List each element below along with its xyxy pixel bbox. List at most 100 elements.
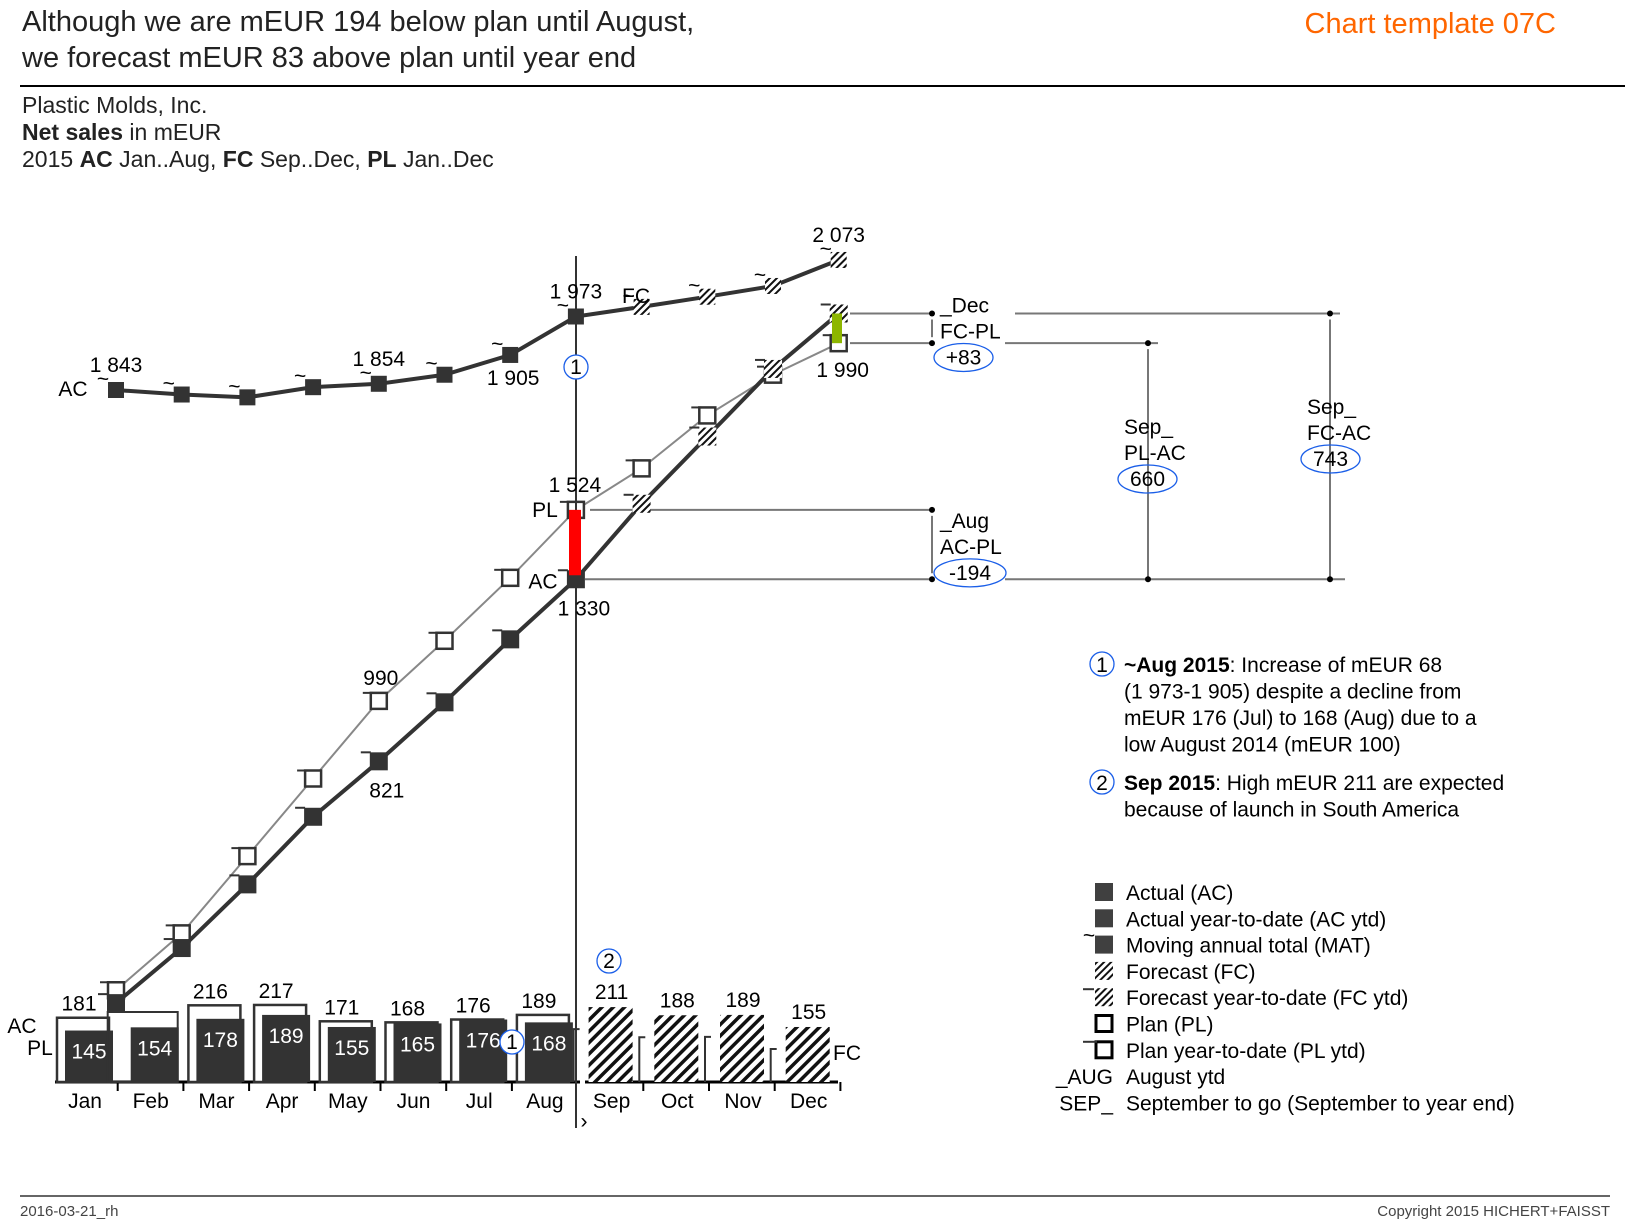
actual-ytd-marker (369, 752, 388, 771)
plan-ytd-marker (435, 631, 454, 651)
variance-sep-pl-value-ellipse (1117, 464, 1178, 494)
guide-dot (1327, 576, 1333, 583)
plan-bar-label: 189 (521, 990, 556, 1013)
actual-bar (262, 1014, 311, 1082)
forecast-bar (785, 1026, 830, 1082)
row-label-pl: PL (27, 1037, 53, 1060)
actual-bar-label: 176 (466, 1030, 501, 1053)
measure-bold: Net sales (22, 119, 124, 145)
actual-ytd-marker (501, 630, 520, 649)
scenario-fc: FC (222, 146, 254, 172)
legend-item: Actual year-to-date (AC ytd) (1095, 908, 1386, 931)
positive-variance-bar (832, 313, 842, 344)
mat-label: 1 854 (353, 348, 406, 371)
ytd-label: 821 (369, 779, 404, 802)
mat-forecast-marker (699, 288, 716, 305)
plan-bar-label: 216 (193, 980, 228, 1003)
forecast-ytd-marker (698, 427, 717, 446)
scenario-pl-range: Jan..Dec (396, 146, 494, 172)
legend-label: Moving annual total (MAT) (1126, 935, 1371, 958)
headline-line-1: Although we are mEUR 194 below plan unti… (22, 6, 695, 38)
variance-dec-subtitle: FC-PL (940, 320, 1001, 343)
plan-bar-label: 217 (259, 980, 294, 1003)
note-bold: Sep 2015 (1124, 772, 1215, 795)
solid-square-icon (1095, 935, 1113, 954)
note-first-line: Sep 2015: High mEUR 211 are expected (1124, 772, 1504, 795)
legend-item: _AUG August ytd (1055, 1066, 1225, 1089)
variance-dec-value-ellipse (933, 342, 994, 373)
outline-square-icon (1094, 1014, 1114, 1033)
ytd-label: 990 (363, 667, 398, 690)
row-label-ac: AC (7, 1015, 36, 1038)
actual-bar (327, 1026, 376, 1082)
variance-sep-fc-value: 743 (1313, 448, 1348, 471)
guide-dot (929, 310, 935, 317)
guide-dot (1145, 576, 1151, 583)
forecast-bar (720, 1014, 764, 1082)
plan-ytd-marker (238, 846, 257, 866)
measure-unit: in mEUR (123, 119, 222, 145)
legend-label: Actual year-to-date (AC ytd) (1126, 908, 1386, 931)
actual-bar-label: 145 (71, 1041, 106, 1064)
marker-circle-icon (596, 948, 622, 974)
legend-item: Plan (PL) (1094, 1014, 1214, 1037)
month-label: May (328, 1090, 368, 1113)
note-marker-icon (1089, 651, 1115, 677)
ytd-label: 1 330 (558, 597, 611, 620)
line-series: ~ ~ ~ ~ ~ ~ ~ ~ ~ ~ ~ ~ (97, 238, 848, 1013)
note-line: (1 973-1 905) despite a decline from (1124, 681, 1461, 704)
legend-label: Plan year-to-date (PL ytd) (1126, 1040, 1366, 1063)
row-label-fc: FC (833, 1042, 861, 1065)
actual-bar-label: 154 (137, 1037, 172, 1060)
mat-actual-marker (173, 386, 190, 403)
variance-dec-value: +83 (946, 346, 982, 369)
actual-bar-label: 168 (531, 1032, 566, 1055)
scenario-pl: PL (367, 146, 397, 172)
mat-ac-label: AC (58, 378, 87, 401)
actual-ytd-marker (238, 875, 257, 894)
hatched-square-icon (1095, 988, 1113, 1007)
scenario: 2015 AC Jan..Aug, FC Sep..Dec, PL Jan..D… (22, 146, 494, 173)
mat-tilde: ~ (754, 264, 766, 287)
actual-bar (459, 1019, 508, 1082)
note-2: 2 Sep 2015: High mEUR 211 are expected bec… (1089, 769, 1504, 822)
month-label: Sep (593, 1090, 630, 1113)
actual-bar (196, 1018, 245, 1082)
legend-item: Forecast (FC) (1095, 961, 1256, 984)
guide-dot (1145, 340, 1151, 347)
outline-square-icon (1094, 1040, 1114, 1060)
mat-forecast-marker (830, 251, 847, 268)
actual-ytd-marker (304, 807, 323, 826)
month-label: Nov (724, 1090, 762, 1113)
actual-bar (65, 1030, 113, 1082)
footer-date: 2016-03-21_rh (20, 1203, 119, 1220)
plan-bar (106, 1011, 179, 1083)
template-label: Chart template 07C (1304, 8, 1556, 40)
note-marker-number: 1 (1096, 654, 1108, 677)
mat-tilde: ~ (360, 362, 372, 385)
variance-aug-subtitle: AC-PL (940, 536, 1002, 559)
plan-ytd-line (115, 342, 840, 992)
forecast-bar-label: 188 (660, 989, 695, 1012)
note-marker-number: 2 (1096, 772, 1108, 795)
mat-tilde: ~ (820, 238, 832, 261)
headline-line-2: we forecast mEUR 83 above plan until yea… (22, 42, 637, 74)
legend-item: SEP_ September to go (September to year e… (1059, 1092, 1514, 1115)
company-name: Plastic Molds, Inc. (22, 92, 208, 118)
mat-tilde: ~ (294, 365, 306, 388)
legend-label: August ytd (1126, 1066, 1225, 1089)
mat-tilde: ~ (163, 373, 175, 396)
note-bold: ~Aug 2015 (1124, 654, 1230, 677)
ytd-ac-label: AC (528, 570, 557, 593)
solid-square-icon (1095, 883, 1113, 901)
actual-bar-label: 189 (269, 1025, 304, 1048)
chart-labels: 181 145 Jan 154 Feb 216 178 Mar 217 189 Apr 171 155 M… (7, 224, 1371, 1113)
plan-ytd-marker (698, 406, 717, 425)
plan-reference (704, 1035, 711, 1082)
plan-ytd-marker (500, 568, 520, 588)
actual-bar-label: 165 (400, 1033, 435, 1056)
legend-item: Actual (AC) (1095, 882, 1233, 905)
top-rule (20, 85, 1625, 87)
actual-bar (393, 1023, 442, 1082)
forecast-ytd-marker (764, 359, 782, 378)
